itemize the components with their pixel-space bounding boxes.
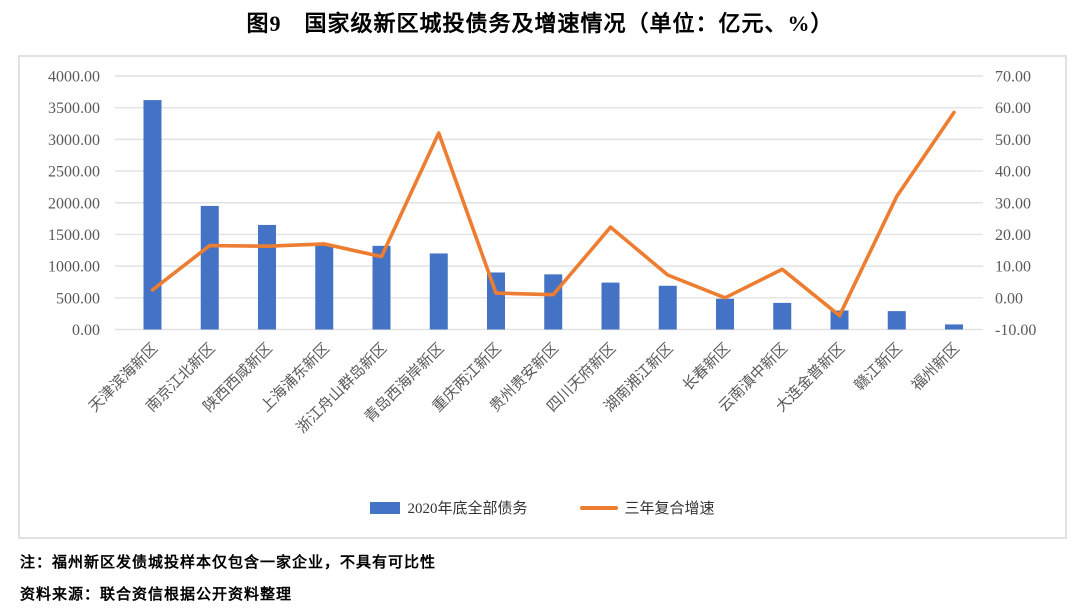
right-axis-tick-label: 20.00: [995, 227, 1031, 244]
left-axis-tick-label: 0.00: [72, 322, 100, 339]
bar-青岛西海岸新区: [429, 253, 448, 330]
combo-chart-plot: 4000.00 70.00 3500.00 60.00 3000.00 50.00 2500…: [48, 69, 1036, 437]
left-axis-tick-label: 2500.00: [48, 164, 100, 181]
left-axis-tick-label: 3000.00: [48, 132, 100, 149]
chart-area: 4000.00 70.00 3500.00 60.00 3000.00 50.00 2500…: [18, 55, 1067, 539]
x-axis-category-label: 赣江新区: [851, 340, 905, 394]
right-axis-tick-label: 10.00: [995, 259, 1031, 276]
line-series-swatch: [579, 505, 618, 510]
legend-label-debt: 2020年底全部债务: [407, 501, 528, 517]
left-axis-tick-label: 4000.00: [48, 69, 100, 86]
bar-云南滇中新区: [773, 302, 792, 330]
x-axis-category-label: 长春新区: [679, 340, 733, 394]
right-axis-tick-label: 30.00: [995, 195, 1031, 212]
left-axis-tick-label: 1500.00: [48, 227, 100, 244]
left-axis-tick-label: 1000.00: [48, 259, 100, 276]
right-axis-tick-label: 70.00: [995, 69, 1031, 86]
bar-福州新区: [945, 324, 963, 330]
left-axis-tick-label: 500.00: [56, 290, 100, 307]
source-note: 资料来源：联合资信根据公开资料整理: [20, 587, 293, 603]
bar-浙江舟山群岛新区: [372, 245, 391, 330]
bar-四川天府新区: [601, 282, 620, 330]
bar-赣江新区: [887, 311, 906, 330]
bar-湖南湘江新区: [658, 285, 677, 330]
bar-贵州贵安新区: [544, 274, 563, 330]
left-axis-tick-label: 3500.00: [48, 100, 100, 117]
right-axis-tick-label: 60.00: [995, 100, 1031, 117]
legend-item-growth: 三年复合增速: [579, 497, 715, 518]
bar-大连金普新区: [830, 310, 849, 330]
bar-series-swatch: [370, 501, 401, 514]
right-axis-tick-label: -10.00: [995, 322, 1036, 339]
bar-上海浦东新区: [315, 245, 334, 330]
line-series: [150, 110, 956, 318]
footnote: 注：福州新区发债城投样本仅包含一家企业，不具有可比性: [20, 555, 437, 571]
legend-item-debt: 2020年底全部债务: [370, 497, 528, 518]
right-axis-tick-label: 50.00: [995, 132, 1031, 149]
legend-label-growth: 三年复合增速: [624, 501, 715, 517]
chart-legend: 2020年底全部债务 三年复合增速: [20, 497, 1065, 518]
right-axis-tick-label: 0.00: [995, 290, 1023, 307]
chart-title: 图9 国家级新区城投债务及增速情况（单位：亿元、%）: [246, 11, 834, 36]
right-axis-tick-label: 40.00: [995, 164, 1031, 181]
bar-天津滨海新区: [143, 100, 162, 330]
left-axis-tick-label: 2000.00: [48, 195, 100, 212]
bar-陕西西咸新区: [258, 224, 276, 330]
bar-长春新区: [716, 298, 734, 330]
bar-重庆两江新区: [487, 272, 505, 330]
bar-南京江北新区: [200, 205, 219, 330]
x-axis-category-label: 福州新区: [908, 340, 962, 394]
